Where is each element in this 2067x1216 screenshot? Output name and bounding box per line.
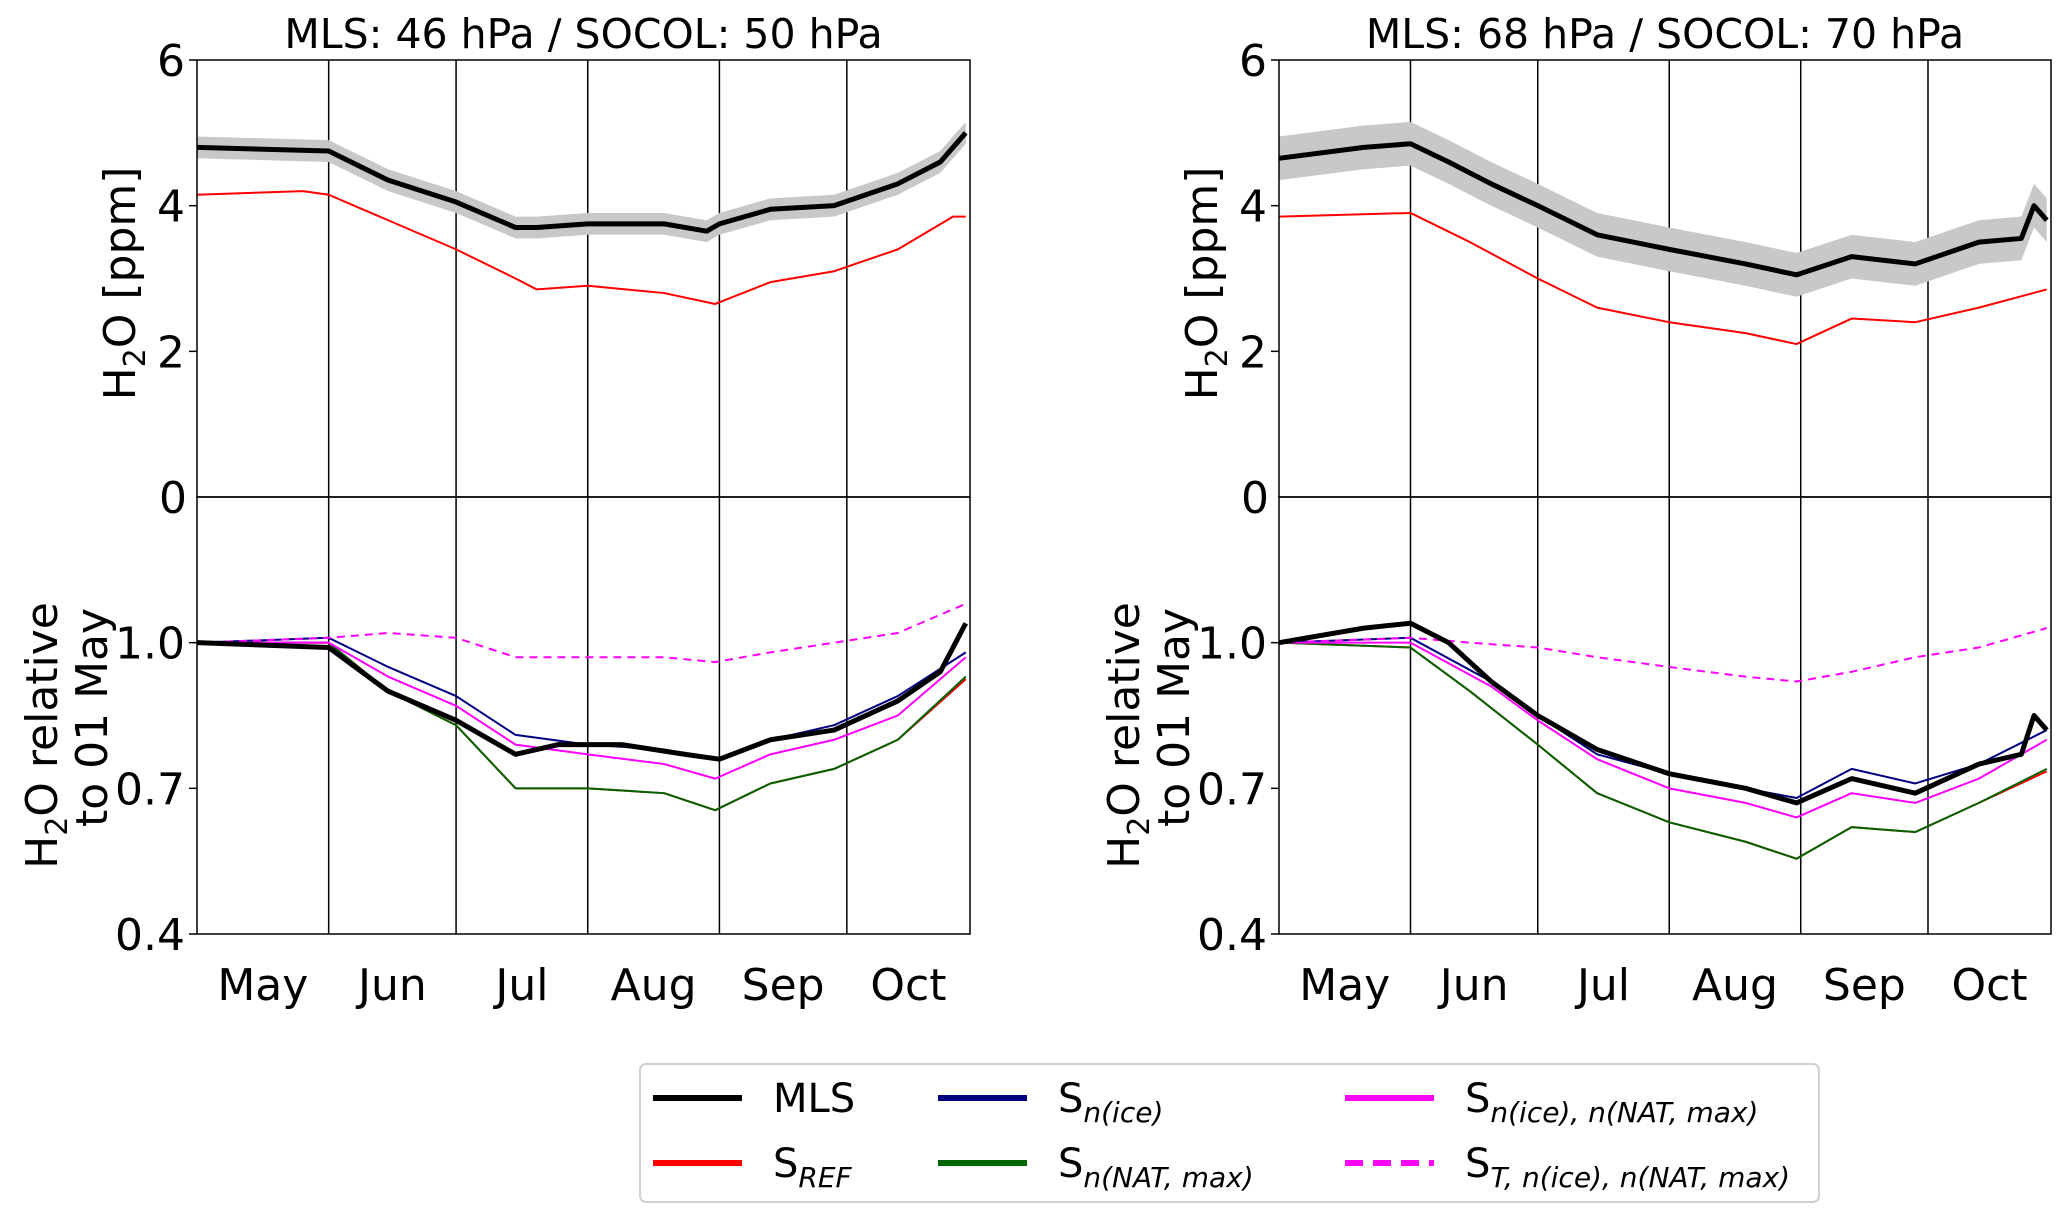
series-line-mls (196, 131, 968, 234)
y-tick-label: 6 (1239, 36, 1267, 87)
uncertainty-band (1279, 121, 2047, 297)
legend-label-subscript: REF (798, 1161, 852, 1194)
y-tick-label: 0.4 (115, 910, 185, 961)
x-tick-label: Jul (1574, 960, 1630, 1011)
legend-label-base: S (1465, 1076, 1490, 1122)
legend-label-base: S (1058, 1141, 1083, 1187)
series-line-s-ref (196, 190, 966, 305)
x-tick-label: Aug (1692, 960, 1778, 1011)
series-line-mls (196, 622, 968, 762)
y-label-part: H (1099, 836, 1150, 869)
top-subplot: 0 2 4 6 H2O [ppm] (1177, 36, 2052, 524)
bottom-subplot: 0.4 0.7 1.0 H2O relative to 01 May (1099, 496, 2052, 961)
axes-frame (196, 59, 971, 498)
series-line-s-n-ice-n-nat-max- (1279, 641, 2048, 819)
y-tick-label: 6 (157, 36, 185, 87)
series-line-s-n-nat-max- (197, 641, 967, 812)
legend-label-base: MLS (773, 1076, 855, 1122)
y-tick-label: 0.7 (115, 764, 185, 815)
y-tick-label: 0.4 (1197, 910, 1267, 961)
y-label-part: O [ppm] (95, 167, 146, 349)
x-tick-label: Oct (870, 960, 946, 1011)
series-line-s-ref (1278, 211, 2048, 346)
legend-label-subscript: n(ice) (1083, 1096, 1163, 1129)
chart-title: MLS: 46 hPa / SOCOL: 50 hPa (284, 10, 882, 58)
y-axis-label: H2O relative (17, 602, 75, 869)
y-tick-label: 4 (1239, 182, 1267, 233)
legend-label: Sn(ice) (1058, 1076, 1163, 1129)
legend-label-base: S (1465, 1141, 1490, 1187)
series-line-s-n-ice-n-nat-max- (197, 641, 967, 780)
x-tick-label: Jul (492, 960, 548, 1011)
y-axis-label-line2: to 01 May (1149, 608, 1200, 827)
x-tick-label: Aug (611, 960, 697, 1011)
x-tick-label: Sep (742, 960, 825, 1011)
legend-label: MLS (773, 1076, 855, 1122)
series-line-s-ref (197, 641, 967, 812)
y-tick-label: 0 (1241, 473, 1269, 524)
legend-label-subscript: n(NAT, max) (1083, 1161, 1253, 1194)
uncertainty-band (197, 121, 966, 243)
legend-label: Sn(ice), n(NAT, max) (1465, 1076, 1758, 1129)
axes-frame (196, 496, 971, 935)
y-tick-label: 2 (157, 327, 185, 378)
y-tick-label: 4 (157, 182, 185, 233)
y-tick-label: 0.7 (1197, 764, 1267, 815)
y-label-part: H (95, 367, 146, 400)
y-label-subscript: 2 (118, 348, 153, 367)
legend-label: Sn(NAT, max) (1058, 1141, 1254, 1194)
series-line-s-t-n-ice-n-nat-max- (1278, 627, 2048, 683)
x-tick-label: May (1299, 960, 1390, 1011)
y-tick-label: 1.0 (115, 619, 185, 670)
legend-label-subscript: n(ice), n(NAT, max) (1490, 1096, 1758, 1129)
series-line-s-n-nat-max- (1278, 641, 2048, 860)
y-axis-label: H2O [ppm] (95, 167, 153, 401)
x-tick-label: Jun (1437, 960, 1509, 1011)
y-label-part: O relative (17, 602, 68, 817)
series-line-mls (1278, 141, 2049, 278)
y-label-subscript: 2 (1200, 348, 1235, 367)
y-axis-label: H2O relative (1099, 602, 1157, 869)
series-line-s-t-n-ice-n-nat-max- (196, 602, 967, 664)
y-label-subscript: 2 (1122, 817, 1157, 836)
bottom-subplot: 0.4 0.7 1.0 H2O relative to 01 May (17, 496, 971, 961)
y-axis-label-line2: to 01 May (67, 608, 118, 827)
y-tick-label: 0 (159, 473, 187, 524)
y-label-part: H (1177, 367, 1228, 400)
y-tick-label: 1.0 (1197, 619, 1267, 670)
chart-title: MLS: 68 hPa / SOCOL: 70 hPa (1366, 10, 1964, 58)
y-label-part: H (17, 836, 68, 869)
y-label-subscript: 2 (40, 817, 75, 836)
top-subplot: 0 2 4 6 H2O [ppm] (95, 36, 971, 524)
legend-label-subscript: T, n(ice), n(NAT, max) (1490, 1161, 1790, 1194)
axes-frame (1278, 496, 2052, 935)
y-label-part: O relative (1099, 602, 1150, 817)
x-tick-label: Oct (1951, 960, 2027, 1011)
legend-label-base: S (773, 1141, 798, 1187)
legend-label: SREF (773, 1141, 853, 1194)
y-label-part: O [ppm] (1177, 167, 1228, 349)
legend-frame (639, 1063, 1820, 1203)
series-line-mls (1278, 620, 2049, 806)
x-tick-label: Jun (355, 960, 427, 1011)
series-line-s-ref (1278, 641, 2048, 860)
legend-label: ST, n(ice), n(NAT, max) (1465, 1141, 1790, 1194)
x-tick-label: May (217, 960, 308, 1011)
legend-label-base: S (1058, 1076, 1083, 1122)
x-tick-label: Sep (1823, 960, 1906, 1011)
y-tick-label: 2 (1239, 327, 1267, 378)
series-line-s-n-ice- (196, 636, 967, 761)
y-axis-label: H2O [ppm] (1177, 167, 1235, 401)
